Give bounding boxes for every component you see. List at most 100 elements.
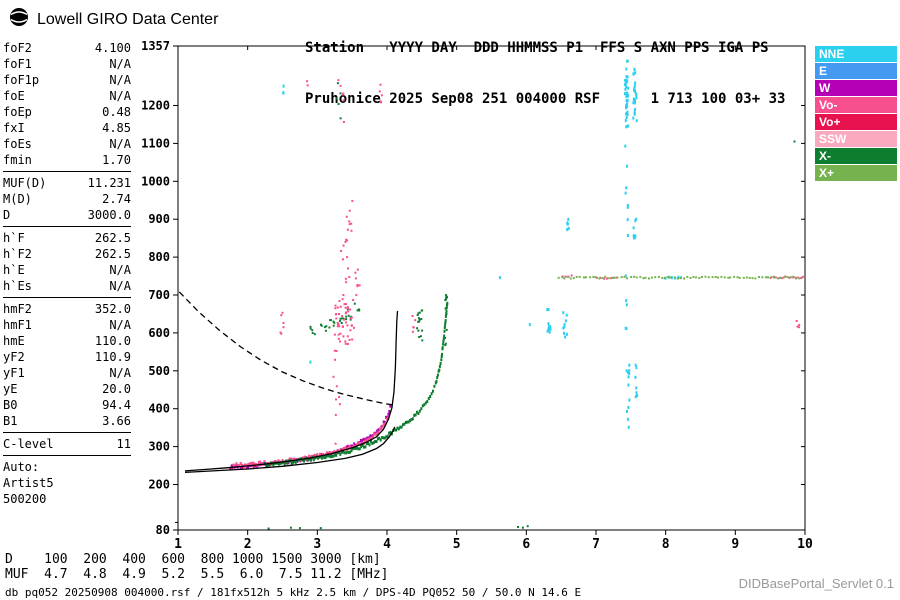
axes: 1 2 3 4 5 6 7 8 9 10 1357 1200 1100 1000 900 800 700 600 5… — [141, 39, 813, 552]
param-value: N/A — [109, 366, 131, 380]
param-value: 11.231 — [87, 176, 131, 190]
param-row-hmE: hmE 110.0 — [3, 333, 131, 349]
svg-text:1: 1 — [174, 537, 182, 552]
param-label: B0 — [3, 398, 18, 412]
param-value: N/A — [109, 89, 131, 103]
legend-item-Vo-: Vo- — [815, 97, 897, 113]
auto-line: Auto: — [3, 460, 40, 474]
param-row-h`Es: h`Es N/A — [3, 278, 131, 294]
series-oblique-NNE — [282, 59, 683, 429]
svg-text:2: 2 — [244, 537, 252, 552]
param-row-foF2: foF2 4.100 — [3, 40, 131, 56]
param-value: 110.9 — [94, 350, 131, 364]
param-row-yE: yE 20.0 — [3, 381, 131, 397]
param-value: 4.100 — [94, 41, 131, 55]
param-row-yF1: yF1 N/A — [3, 365, 131, 381]
param-label: C-level — [3, 437, 54, 451]
param-label: hmF1 — [3, 318, 32, 332]
param-label: foEp — [3, 105, 32, 119]
param-label: MUF(D) — [3, 176, 47, 190]
series-spread-F-pink — [279, 79, 804, 445]
param-row-fmin: fmin 1.70 — [3, 152, 131, 168]
svg-text:200: 200 — [148, 478, 170, 492]
svg-text:1000: 1000 — [141, 174, 170, 188]
svg-text:1100: 1100 — [141, 136, 170, 150]
auto-line: 500200 — [3, 492, 47, 506]
param-value: 1.70 — [102, 153, 131, 167]
param-row-M(D): M(D) 2.74 — [3, 191, 131, 207]
param-value: 3.66 — [102, 414, 131, 428]
status-line: db pq052 20250908 004000.rsf / 181fx512h… — [5, 586, 582, 599]
param-value: 3000.0 — [87, 208, 131, 222]
param-label: foF1p — [3, 73, 40, 87]
legend-item-Vo+: Vo+ — [815, 114, 897, 130]
station-header-line2: Pruhonice 2025 Sep08 251 004000 RSF 1 71… — [305, 91, 786, 107]
param-row-yF2: yF2 110.9 — [3, 349, 131, 365]
legend-item-X+: X+ — [815, 165, 897, 181]
station-header-line1: Station YYYY DAY DDD HHMMSS P1 FFS S AXN… — [305, 40, 769, 56]
svg-text:900: 900 — [148, 212, 170, 226]
auto-line: Artist5 — [3, 476, 54, 490]
param-label: yF2 — [3, 350, 25, 364]
legend-item-W: W — [815, 80, 897, 96]
param-value: N/A — [109, 137, 131, 151]
panel-divider — [3, 297, 131, 298]
panel-divider — [3, 226, 131, 227]
param-value: 0.48 — [102, 105, 131, 119]
curve-true-height-profile — [184, 426, 396, 474]
svg-text:7: 7 — [592, 537, 600, 552]
param-value: 2.74 — [102, 192, 131, 206]
param-row-hmF1: hmF1 N/A — [3, 317, 131, 333]
brand-title: Lowell GIRO Data Center — [37, 10, 219, 28]
series-X-echo-patches — [267, 82, 796, 530]
param-value: 262.5 — [94, 247, 131, 261]
param-row-hmF2: hmF2 352.0 — [3, 301, 131, 317]
echo-direction-legend: NNE E W Vo- Vo+ SSW X- X+ — [815, 46, 897, 182]
svg-text:5: 5 — [453, 537, 461, 552]
svg-text:1200: 1200 — [141, 99, 170, 113]
param-label: fxI — [3, 121, 25, 135]
series-E-valley-line — [557, 275, 801, 280]
param-value: 110.0 — [94, 334, 131, 348]
param-label: h`Es — [3, 279, 32, 293]
panel-divider — [3, 432, 131, 433]
svg-text:9: 9 — [731, 537, 739, 552]
param-row-C-level: C-level 11 — [3, 436, 131, 452]
legend-item-X-: X- — [815, 148, 897, 164]
svg-text:3: 3 — [313, 537, 321, 552]
param-row-h`E: h`E N/A — [3, 262, 131, 278]
param-row-D: D 3000.0 — [3, 207, 131, 223]
parameter-panel: foF2 4.100 foF1 N/A foF1p N/A foE N/A foEp 0.48 fx… — [3, 40, 131, 507]
station-header: Station YYYY DAY DDD HHMMSS P1 FFS S AXN… — [305, 6, 785, 142]
param-row-fxI: fxI 4.85 — [3, 120, 131, 136]
param-row-h`F: h`F 262.5 — [3, 230, 131, 246]
param-value: N/A — [109, 318, 131, 332]
param-value: N/A — [109, 279, 131, 293]
param-value: 352.0 — [94, 302, 131, 316]
svg-text:1357: 1357 — [141, 39, 170, 53]
param-row-MUF(D): MUF(D) 11.231 — [3, 175, 131, 191]
svg-text:4: 4 — [383, 537, 391, 552]
param-row-foF1p: foF1p N/A — [3, 72, 131, 88]
param-row-h`F2: h`F2 262.5 — [3, 246, 131, 262]
param-label: h`F2 — [3, 247, 32, 261]
param-label: hmE — [3, 334, 25, 348]
param-label: fmin — [3, 153, 32, 167]
legend-item-NNE: NNE — [815, 46, 897, 62]
param-label: yE — [3, 382, 18, 396]
param-label: foE — [3, 89, 25, 103]
brand-link[interactable]: Lowell GIRO Data Center — [8, 6, 218, 33]
servlet-version: DIDBasePortal_Servlet 0.1 — [738, 576, 894, 591]
param-label: hmF2 — [3, 302, 32, 316]
legend-item-E: E — [815, 63, 897, 79]
param-row-foEs: foEs N/A — [3, 136, 131, 152]
param-row-B0: B0 94.4 — [3, 397, 131, 413]
param-value: 11 — [116, 437, 131, 451]
svg-text:600: 600 — [148, 326, 170, 340]
legend-item-SSW: SSW — [815, 131, 897, 147]
param-value: N/A — [109, 57, 131, 71]
param-label: D — [3, 208, 11, 222]
param-label: M(D) — [3, 192, 32, 206]
svg-text:8: 8 — [662, 537, 670, 552]
